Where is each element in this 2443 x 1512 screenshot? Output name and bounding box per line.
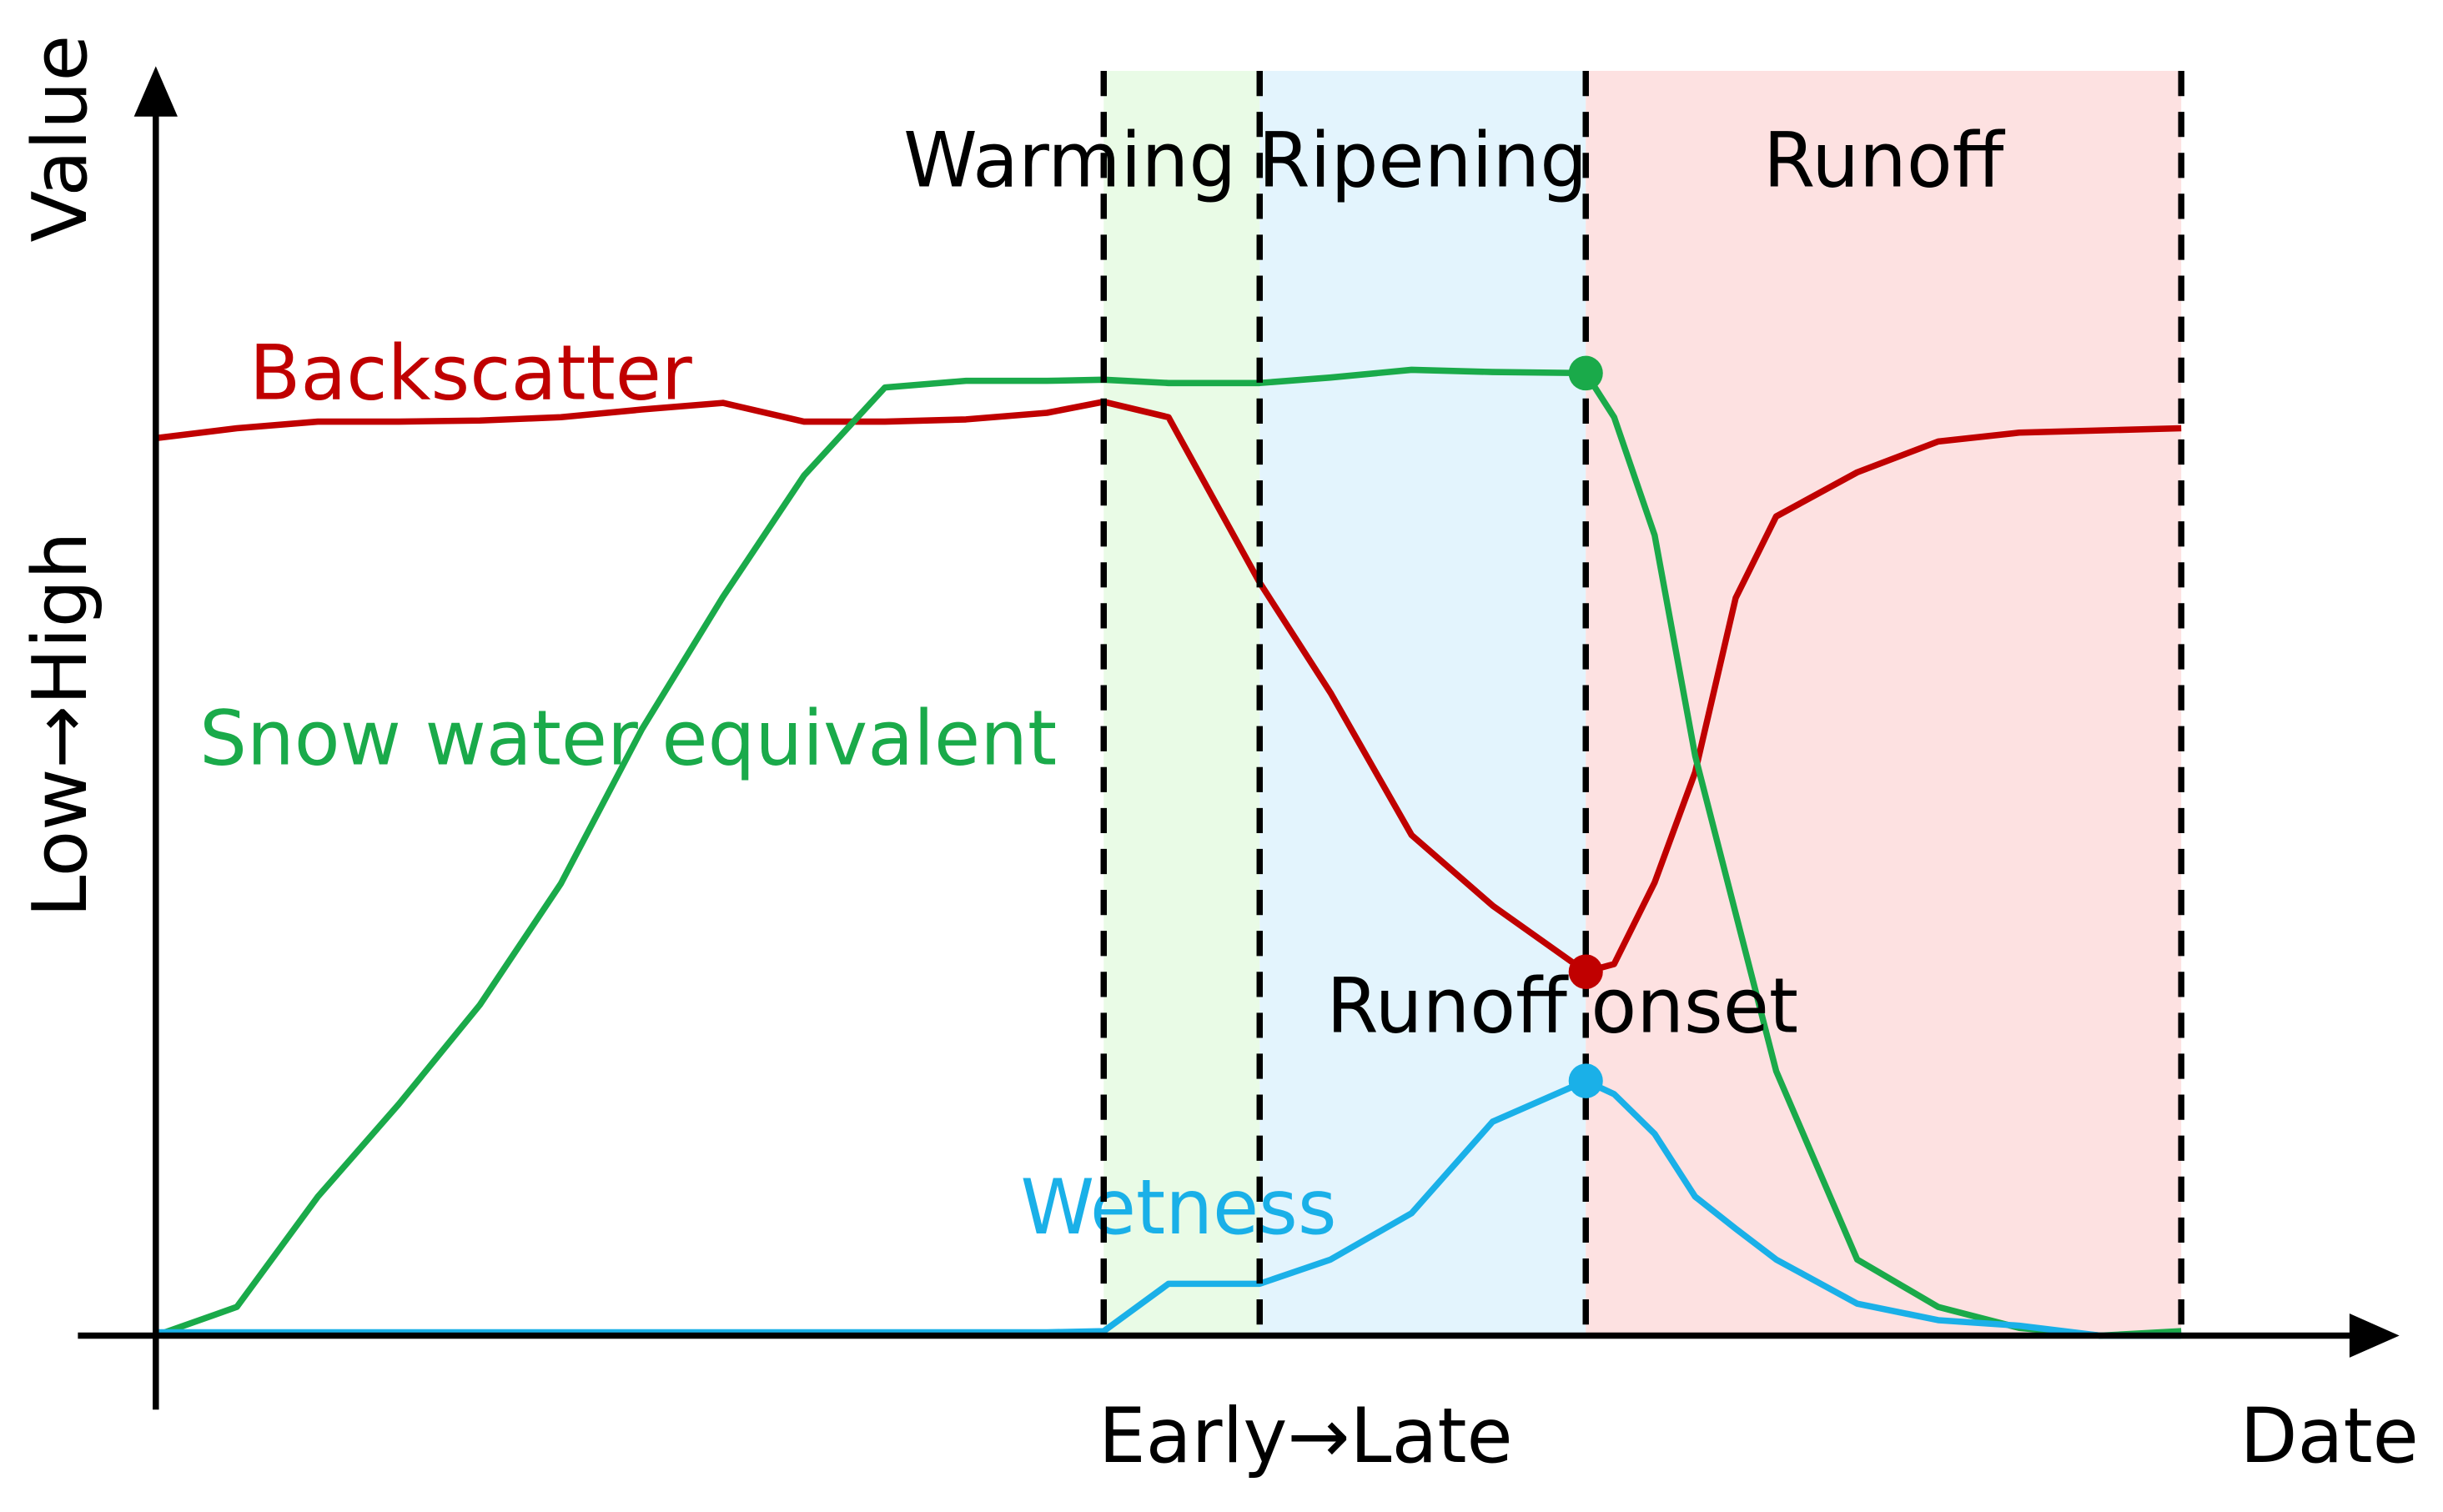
y-axis-arrow xyxy=(133,66,178,117)
series-line xyxy=(155,1077,2182,1339)
x-axis-name: Date xyxy=(2240,1393,2419,1481)
phase-label: Warming xyxy=(903,117,1236,205)
series-label: Backscatter xyxy=(249,329,693,418)
phase-label: Runoff xyxy=(1763,117,2005,205)
onset-marker xyxy=(1568,954,1603,990)
lines: Backscatter Snow water equivalent Wetness R… xyxy=(154,70,2184,1339)
axes: Early→Late Date Low→High Value xyxy=(18,35,2419,1480)
series-label: Wetness xyxy=(1021,1164,1337,1253)
phase-regions: Warming Ripening Runoff xyxy=(903,70,2182,1336)
series-line xyxy=(154,366,2182,1339)
annotation: Runoff onset xyxy=(1326,962,1798,1051)
phase-label: Ripening xyxy=(1258,117,1587,205)
x-axis-label: Early→Late xyxy=(1098,1393,1513,1481)
x-axis-arrow xyxy=(2349,1314,2400,1358)
y-axis-name: Value xyxy=(18,35,104,243)
phase-region xyxy=(1259,70,1586,1336)
onset-marker xyxy=(1568,355,1603,391)
onset-marker xyxy=(1568,1063,1603,1098)
series-label: Snow water equivalent xyxy=(199,695,1057,783)
phase-region xyxy=(1103,70,1260,1336)
y-axis-label: Low→High xyxy=(18,531,104,917)
phase-region xyxy=(1586,70,2182,1336)
